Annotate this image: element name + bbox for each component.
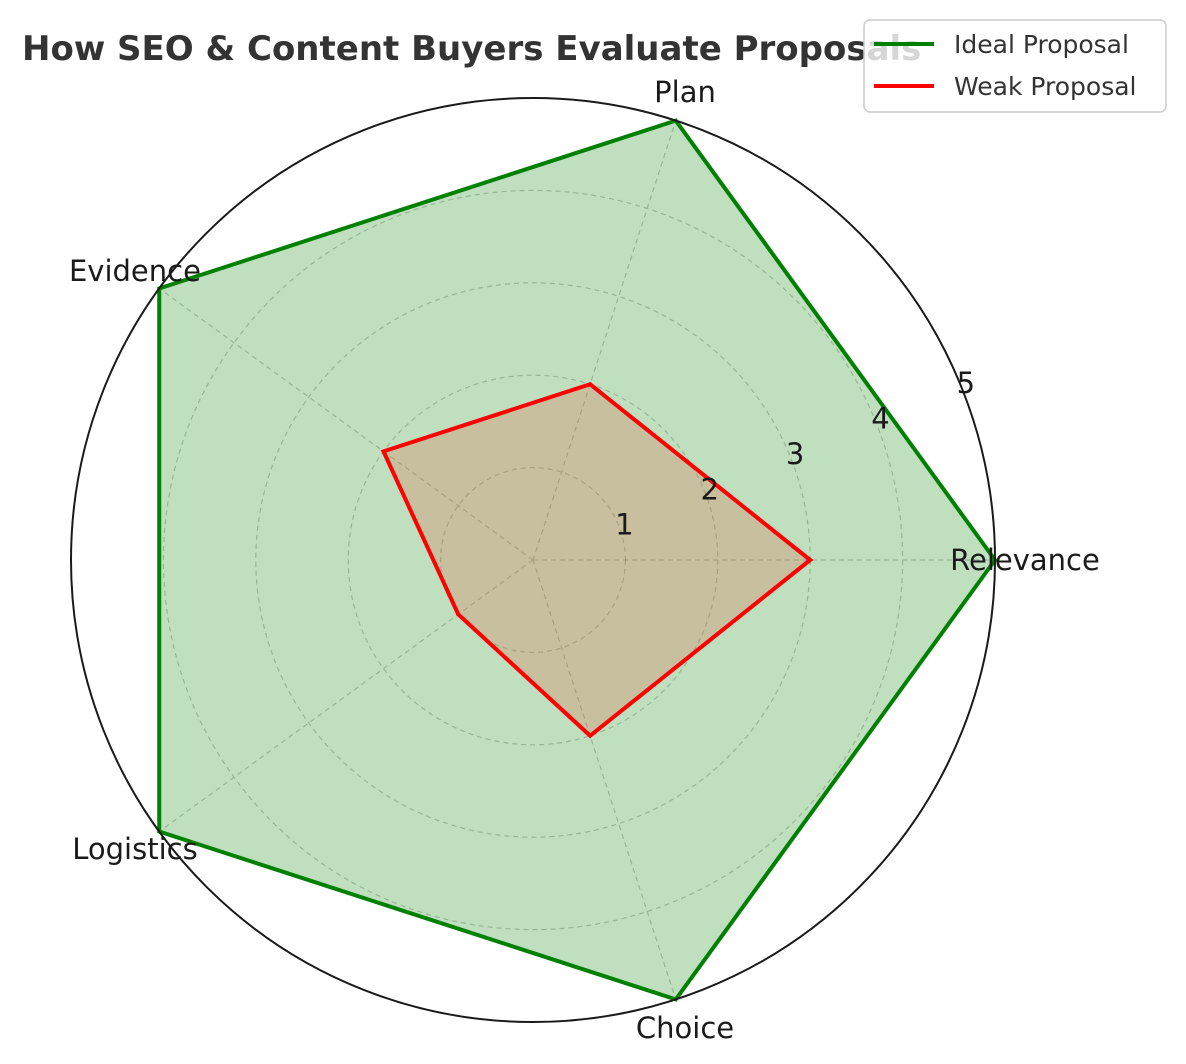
legend-label-ideal: Ideal Proposal bbox=[954, 30, 1129, 59]
series-line-ideal-proposal bbox=[157, 118, 998, 1002]
legend-box bbox=[863, 19, 1167, 113]
category-label-plan: Plan bbox=[654, 75, 716, 109]
radial-tick-labels: 1 2 3 4 5 bbox=[615, 366, 975, 541]
series-fill-weak-proposal bbox=[383, 384, 811, 736]
radial-tick-1: 1 bbox=[615, 508, 633, 542]
radial-tick-4: 4 bbox=[871, 402, 889, 436]
grid-spoke-evidence bbox=[158, 287, 534, 561]
grid-spoke-choice bbox=[532, 559, 677, 1000]
outer-ring bbox=[70, 97, 996, 1023]
grid-spoke-logistics bbox=[158, 559, 534, 833]
legend: Ideal Proposal Weak Proposal bbox=[863, 19, 1167, 113]
radial-tick-5: 5 bbox=[957, 366, 975, 400]
series-layer bbox=[157, 118, 998, 1002]
series-line-weak-proposal bbox=[380, 382, 814, 739]
grid-spoke-plan bbox=[532, 120, 677, 561]
chart-title: How SEO & Content Buyers Evaluate Propos… bbox=[22, 29, 921, 69]
radial-tick-3: 3 bbox=[786, 437, 804, 471]
radial-tick-2: 2 bbox=[701, 472, 719, 506]
category-label-relevance: Relevance bbox=[950, 543, 1100, 577]
category-label-evidence: Evidence bbox=[69, 254, 201, 288]
category-labels: Relevance Plan Evidence Logistics Choice bbox=[69, 75, 1100, 1045]
legend-label-weak: Weak Proposal bbox=[954, 72, 1137, 101]
series-fill-ideal-proposal bbox=[159, 120, 996, 1000]
category-label-logistics: Logistics bbox=[72, 832, 197, 866]
category-label-choice: Choice bbox=[636, 1011, 734, 1045]
